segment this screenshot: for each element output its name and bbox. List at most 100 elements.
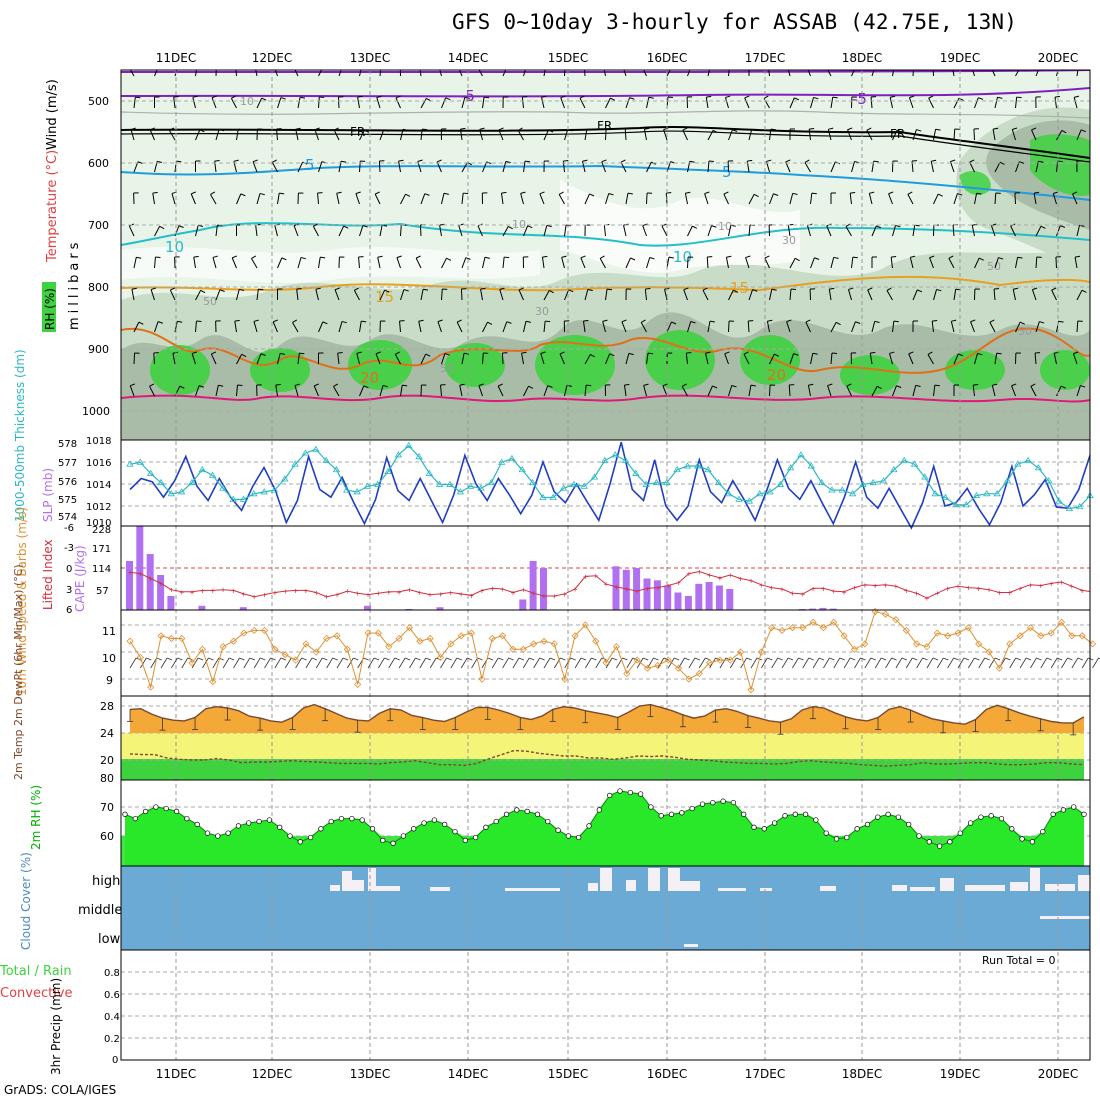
surface-wind-barb-flag <box>767 657 773 661</box>
wind-barb-flag <box>252 159 258 163</box>
wind-barb <box>687 225 693 237</box>
wind-point <box>995 664 1003 672</box>
surface-wind-barb <box>305 657 313 669</box>
wind-barb <box>994 161 1001 173</box>
thickness-point <box>1065 504 1074 511</box>
wind-barb-flag <box>931 159 937 162</box>
wind-point <box>467 629 476 637</box>
wind-barb-flag <box>464 96 470 100</box>
wind-barb <box>643 129 647 141</box>
tick-label: 70 <box>100 801 114 814</box>
wind-barb-flag <box>170 287 176 291</box>
surface-wind-barb <box>1019 657 1027 669</box>
wind-barb-flag <box>1040 225 1046 229</box>
cape-bar <box>146 554 154 610</box>
wind-barb <box>728 289 734 301</box>
wind-barb <box>725 257 729 269</box>
wind-barb <box>769 353 775 365</box>
rh-point <box>617 788 623 794</box>
wind-barb-flag <box>1038 160 1044 163</box>
wind-barb-flag <box>770 128 776 131</box>
thickness-point <box>755 490 764 497</box>
lifted-index-point: + <box>262 591 267 600</box>
wind-barb-flag <box>689 160 695 163</box>
wind-barb <box>931 321 934 333</box>
wind-barb-flag <box>375 351 381 355</box>
rh-point <box>627 789 633 796</box>
surface-wind-barb <box>533 657 540 669</box>
wind-barb-flag <box>522 96 528 98</box>
wind-barb <box>133 257 137 269</box>
axis-label-wind: Wind (m/s) <box>45 79 60 150</box>
thickness-point <box>260 488 268 495</box>
wind-barb-flag <box>463 192 469 195</box>
date-label-top: 16DEC <box>647 51 687 65</box>
surface-wind-barb-flag <box>932 657 939 661</box>
wind-barb <box>948 258 955 269</box>
rh-point <box>895 814 902 820</box>
lifted-index-point: + <box>1028 581 1033 590</box>
wind-barb-flag <box>314 127 320 131</box>
wind-barb <box>909 257 914 269</box>
thickness-point <box>590 473 599 480</box>
cape-bar <box>612 566 620 610</box>
surface-wind-barb-flag <box>394 657 400 661</box>
wind-barb <box>502 70 507 77</box>
wind-barb-flag <box>744 95 750 99</box>
surface-wind-barb <box>750 657 758 669</box>
surface-wind-barb-flag <box>1025 657 1032 661</box>
wind-barb <box>543 385 549 397</box>
wind-barb <box>558 194 565 205</box>
tick-label: 0 <box>66 564 72 575</box>
wind-barb <box>769 193 774 205</box>
surface-wind-barb-flag <box>870 657 876 661</box>
wind-barb-flag <box>234 319 240 322</box>
date-label-top: 13DEC <box>350 51 390 65</box>
contour-label: 50 <box>203 295 217 308</box>
wind-barb <box>642 225 647 237</box>
wind-barb <box>458 225 463 237</box>
surface-wind-barb-flag <box>239 657 245 661</box>
surface-wind-barb-flag <box>736 657 742 661</box>
rh-point <box>1081 811 1087 817</box>
wind-barb <box>441 193 445 205</box>
rh-point <box>431 817 438 823</box>
wind-barb <box>1054 97 1057 109</box>
wind-barb-flag <box>520 191 526 194</box>
wind-barb <box>502 321 508 333</box>
wind-barb <box>971 225 975 237</box>
wind-barb-flag <box>192 95 198 98</box>
wind-barb-flag <box>198 385 204 388</box>
wind-barb-flag <box>711 65 716 66</box>
wind-barb <box>847 289 852 301</box>
wind-barb <box>683 289 688 301</box>
axis-label-cloud-cover: Cloud Cover (%) <box>19 852 33 950</box>
wind-barb-flag <box>138 321 144 325</box>
wind-barb-flag <box>873 160 879 163</box>
surface-wind-barb-flag <box>1005 657 1011 661</box>
surface-wind-barb-flag <box>839 657 845 661</box>
wind-barb <box>768 70 770 77</box>
wind-barb-flag <box>231 95 236 99</box>
wind-barb-flag <box>1061 129 1067 134</box>
wind-barb <box>277 193 280 205</box>
surface-wind-barb <box>212 657 220 669</box>
wind-barb <box>1011 129 1016 141</box>
wind-barb-flag <box>927 351 933 355</box>
surface-wind-barb-flag <box>1088 657 1094 661</box>
tick-label: 1010 <box>86 518 111 529</box>
lifted-index-point: + <box>397 588 402 597</box>
wind-barb-flag <box>794 257 800 262</box>
wind-barb-flag <box>157 321 163 324</box>
rh-point <box>163 805 169 812</box>
tick-label: 0.2 <box>104 1034 120 1045</box>
thickness-point <box>1034 464 1043 471</box>
lifted-index-point: + <box>438 590 443 599</box>
wind-barb-flag <box>341 320 347 324</box>
wind-barb <box>400 193 406 205</box>
wind-barb-flag <box>527 65 532 66</box>
thickness-point <box>250 490 258 497</box>
rh-point <box>173 808 180 815</box>
wind-barb <box>169 130 176 141</box>
wind-point <box>333 632 341 640</box>
